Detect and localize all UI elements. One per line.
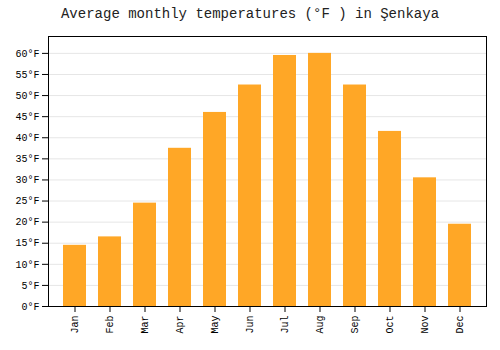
- svg-text:Jul: Jul: [280, 316, 291, 334]
- svg-text:0°F: 0°F: [21, 302, 39, 313]
- svg-text:30°F: 30°F: [15, 175, 39, 186]
- svg-text:Dec: Dec: [455, 316, 466, 334]
- svg-text:40°F: 40°F: [15, 133, 39, 144]
- svg-text:15°F: 15°F: [15, 238, 39, 249]
- svg-text:60°F: 60°F: [15, 49, 39, 60]
- svg-text:55°F: 55°F: [15, 70, 39, 81]
- svg-text:Jan: Jan: [70, 316, 81, 334]
- svg-text:May: May: [210, 316, 221, 334]
- svg-text:10°F: 10°F: [15, 260, 39, 271]
- svg-text:Aug: Aug: [315, 316, 326, 334]
- html-text:Average monthly temperatures (: Average monthly temperatures (°F ) in Şe…: [61, 6, 439, 22]
- svg-text:Jun: Jun: [245, 316, 256, 334]
- svg-text:35°F: 35°F: [15, 154, 39, 165]
- svg-text:20°F: 20°F: [15, 217, 39, 228]
- svg-text:25°F: 25°F: [15, 196, 39, 207]
- svg-text:50°F: 50°F: [15, 91, 39, 102]
- svg-text:5°F: 5°F: [21, 281, 39, 292]
- svg-text:Feb: Feb: [105, 316, 116, 334]
- svg-text:Nov: Nov: [420, 316, 431, 334]
- svg-text:Oct: Oct: [385, 316, 396, 334]
- svg-text:Mar: Mar: [140, 316, 151, 334]
- svg-text:Apr: Apr: [175, 316, 186, 334]
- svg-text:Sep: Sep: [350, 316, 361, 334]
- svg-text:45°F: 45°F: [15, 112, 39, 123]
